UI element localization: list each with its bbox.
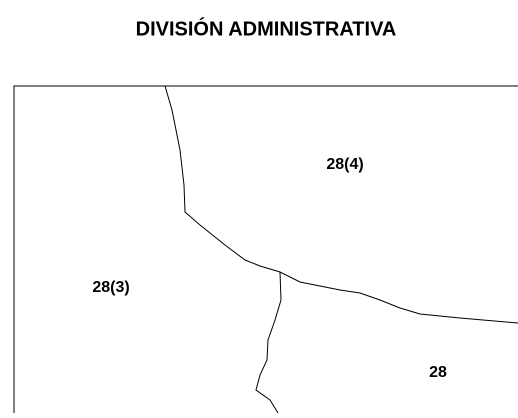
boundary [164,85,518,324]
region-label: 28 [429,364,447,381]
map-title: DIVISIÓN ADMINISTRATIVA [136,16,397,40]
boundary [255,271,282,414]
region-label: 28(4) [326,156,363,173]
region-label: 28(3) [92,279,129,296]
map-frame [13,85,518,418]
